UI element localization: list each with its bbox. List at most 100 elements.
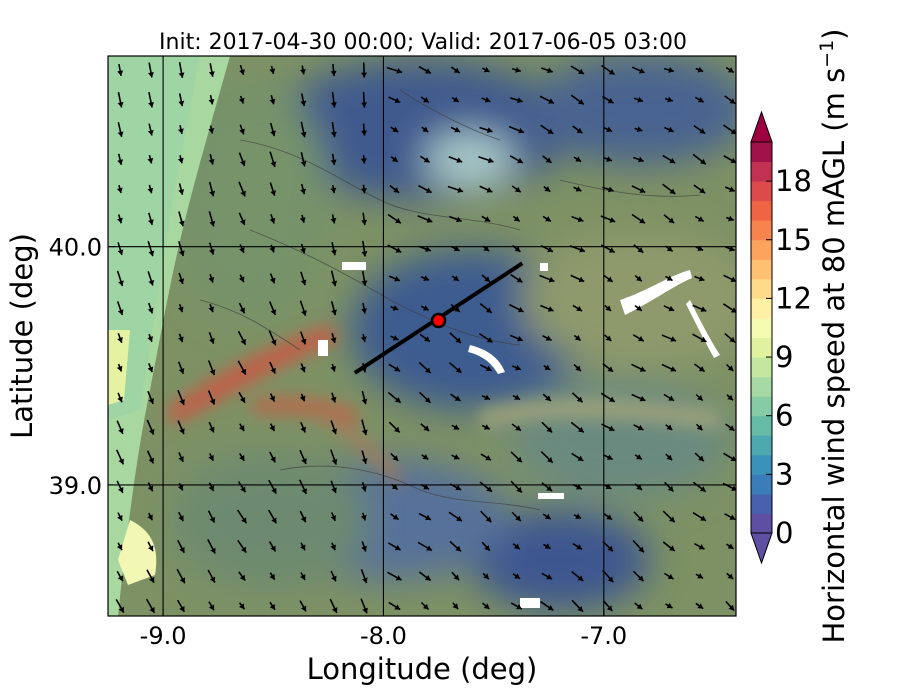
colorbar-segment-14 [751,239,772,260]
wind-vector [147,541,154,552]
wind-vector [662,510,676,523]
wind-vector [419,155,431,164]
wind-vector [417,541,433,552]
wind-vector [178,183,185,195]
colorbar-label-main: Horizontal wind speed at 80 mAGL (m s [817,68,851,644]
wind-vector [360,598,368,614]
wind-vector [450,126,461,133]
wind-vector [361,62,368,78]
wind-vector [268,330,277,346]
wind-vector [238,95,245,104]
wind-vector [299,214,306,223]
wind-vector [237,330,247,346]
wind-vector [570,421,585,433]
site-marker [430,312,447,329]
wind-vector [511,66,522,73]
wind-vector [208,181,216,197]
wind-vector [116,270,124,287]
wind-vector [361,482,367,492]
wind-vector [360,569,368,584]
wind-vector [481,96,491,103]
wind-vector [418,391,432,404]
wind-vector [269,182,276,197]
wind-vector [417,215,433,223]
wind-vector [543,364,551,371]
wind-vector [208,332,215,344]
wind-vector [208,211,216,227]
wind-vector [539,95,555,104]
wind-vector [237,360,247,376]
wind-vector [572,542,583,550]
wind-vector [511,364,522,371]
wind-vector [420,96,430,104]
wind-vector [570,65,585,75]
wind-vector [237,481,247,493]
wind-vector [115,449,125,465]
wind-vector [418,361,432,374]
wind-vector [480,453,492,461]
wind-vector [662,154,676,164]
colorbar [750,110,773,565]
wind-vector [208,125,215,134]
wind-vector [479,364,493,372]
wind-vector [662,541,676,552]
wind-vector [330,542,336,551]
wind-vector [663,305,675,312]
wind-vector [177,389,185,406]
wind-vector [694,96,705,103]
wind-vector [632,334,645,342]
wind-vector [664,96,674,103]
wind-vector [178,333,184,343]
wind-vector [387,391,402,404]
colorbar-segment-16 [751,200,772,221]
wind-vector [694,215,705,223]
wind-vector [300,93,307,107]
wind-vector [239,64,245,76]
wind-vector [570,94,585,105]
wind-vector [693,124,706,135]
wind-vector [300,243,306,254]
wind-vector [418,245,432,252]
wind-vector [300,271,307,286]
wind-vector [387,213,402,224]
wind-vector [602,363,614,373]
wind-vector [695,66,704,73]
wind-vector [330,449,338,465]
wind-vector [631,213,646,224]
wind-vector [207,569,216,583]
wind-vector [361,302,368,314]
wind-vector [478,156,494,164]
wind-vector [541,482,553,492]
wind-vector [722,303,736,314]
wind-vector [661,363,677,372]
colorbar-tick-label-3: 9 [775,340,793,374]
wind-vector [540,601,554,611]
wind-vector [390,126,399,133]
wind-vector [147,240,155,257]
wind-vector [448,155,463,163]
wind-vector [512,215,521,223]
wind-vector [634,126,643,133]
wind-vector [479,185,493,193]
wind-speed-field [108,56,736,616]
wind-vector [631,363,646,372]
wind-vector [269,601,276,611]
wind-vector [418,571,432,582]
wind-vector [542,393,552,402]
wind-vector [602,600,614,612]
wind-vector [694,543,705,550]
wind-vector [665,424,673,431]
colorbar-tick-label-5: 15 [775,223,812,257]
wind-vector [361,270,368,286]
chart-title: Init: 2017-04-30 00:00; Valid: 2017-06-0… [159,30,687,55]
wind-vector [482,66,490,73]
x-tick-label-0: -9.0 [140,622,187,650]
wind-vector [450,393,461,402]
wind-vector [237,539,247,553]
wind-vector [330,214,337,224]
wind-vector [117,392,123,403]
wind-vector [509,334,524,342]
wind-vector [510,451,523,463]
colorbar-ticks: 0 3 6 9 12 15 18 [766,164,812,550]
y-axis-ticks: 39.0 40.0 [49,234,115,500]
